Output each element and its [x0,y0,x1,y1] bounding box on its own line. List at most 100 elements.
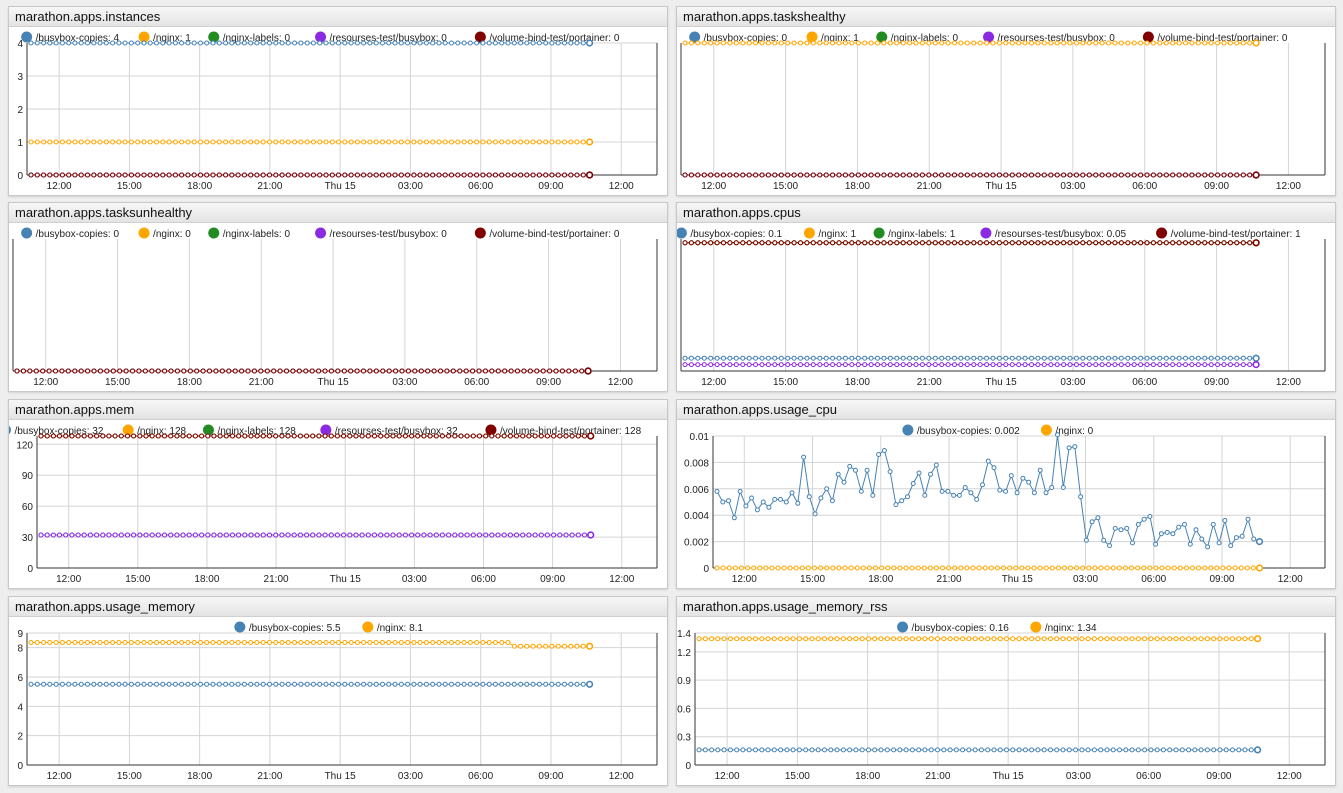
data-point [14,368,20,374]
data-point [226,368,232,374]
data-point [94,532,100,538]
data-point [778,636,784,642]
data-point [361,172,367,178]
x-tick-label: 18:00 [868,574,893,585]
data-point [1110,636,1116,642]
legend-item[interactable]: /nginx-labels: 128 [202,424,296,438]
series-resourses-test-busybox [682,361,1260,369]
data-point [1019,565,1025,571]
data-point [41,40,47,46]
panel-usage-cpu: marathon.apps.usage_cpu /busybox-copies:… [676,399,1336,589]
legend-item[interactable]: /resourses-test/busybox: 0 [983,31,1115,45]
legend-item[interactable]: /busybox-copies: 0.16 [897,621,1009,635]
data-point [749,495,755,501]
data-point [984,240,990,246]
x-tick-label: 06:00 [1132,181,1157,192]
legend-marker-icon [320,424,332,436]
legend-item[interactable]: /nginx: 1.34 [1030,621,1097,635]
legend-item[interactable]: /busybox-copies: 4 [21,31,119,45]
data-point [1029,747,1035,753]
data-point [310,433,316,439]
legend-item[interactable]: /nginx: 8.1 [362,621,423,635]
data-point [972,747,978,753]
legend-item[interactable]: /busybox-copies: 0.002 [902,424,1020,438]
data-point [919,40,925,46]
data-point [323,139,329,145]
data-point [864,467,870,473]
data-point [50,532,56,538]
legend-item[interactable]: /nginx: 0 [1040,424,1094,438]
legend-item[interactable]: /resourses-test/busybox: 0 [315,31,447,45]
legend-item[interactable]: /nginx: 128 [122,424,187,438]
data-point [884,636,890,642]
data-point [191,40,197,46]
data-point [958,172,964,178]
legend-item[interactable]: /nginx: 0 [138,227,192,241]
legend-item[interactable]: /nginx: 1 [803,227,857,241]
legend-item[interactable]: /volume-bind-test/portainer: 128 [485,424,642,438]
data-point [1135,747,1141,753]
data-point [28,681,34,687]
data-point [753,240,759,246]
legend-item[interactable]: /nginx-labels: 0 [208,227,290,241]
data-point [514,433,519,439]
data-point [402,532,408,538]
data-point [501,532,507,538]
legend-item[interactable]: /busybox-copies: 0.1 [677,227,783,241]
legend-item[interactable]: /resourses-test/busybox: 0.05 [980,227,1127,241]
legend-item[interactable]: /resourses-test/busybox: 0 [315,227,447,241]
data-point [1048,355,1054,361]
legend-item[interactable]: /busybox-copies: 5.5 [234,621,341,635]
legend-item[interactable]: /busybox-copies: 32 [9,425,104,438]
data-point [952,172,957,178]
legend-item[interactable]: /nginx: 1 [806,31,860,45]
data-point [580,139,586,145]
legend-item[interactable]: /nginx-labels: 0 [876,31,958,45]
data-point [798,172,803,178]
data-point [1208,565,1214,571]
data-point [267,139,272,145]
data-point [160,681,166,687]
data-point [970,565,976,571]
data-point [1221,355,1227,361]
x-tick-label: 12:00 [608,377,633,388]
data-point [928,747,934,753]
data-point [922,492,928,498]
data-point [328,368,334,374]
data-point [815,636,821,642]
legend-item[interactable]: /nginx-labels: 0 [208,31,290,45]
data-point [1157,362,1163,368]
legend-item[interactable]: /nginx-labels: 1 [873,227,956,241]
legend-item[interactable]: /resourses-test/busybox: 32 [320,424,458,438]
data-point [828,747,834,753]
data-point [304,681,310,687]
data-point [1060,485,1066,490]
data-point [251,368,257,374]
data-point [285,40,291,46]
legend-item[interactable]: /busybox-copies: 0 [689,31,787,45]
data-point [1216,540,1222,546]
legend-item[interactable]: /volume-bind-test/portainer: 0 [474,227,620,241]
data-point [997,747,1003,753]
legend-item[interactable]: /busybox-copies: 0 [21,227,119,241]
data-point [1106,355,1111,361]
data-point [172,681,178,687]
data-point [449,640,454,645]
data-point [143,433,149,439]
x-tick-label: 09:00 [538,771,563,782]
data-point [562,40,567,46]
x-tick-label: 18:00 [194,574,219,585]
data-point [204,172,210,178]
data-point [953,636,959,642]
data-point [765,355,771,361]
data-point [455,681,461,687]
legend-item[interactable]: /nginx: 1 [138,31,192,45]
data-point [708,172,714,178]
data-point [557,532,563,538]
data-point [213,368,219,374]
legend-item[interactable]: /volume-bind-test/portainer: 1 [1156,227,1301,241]
legend-item[interactable]: /volume-bind-test/portainer: 0 [474,31,620,45]
legend-item[interactable]: /volume-bind-test/portainer: 0 [1142,31,1288,45]
data-point [69,433,75,439]
data-point [842,362,848,368]
